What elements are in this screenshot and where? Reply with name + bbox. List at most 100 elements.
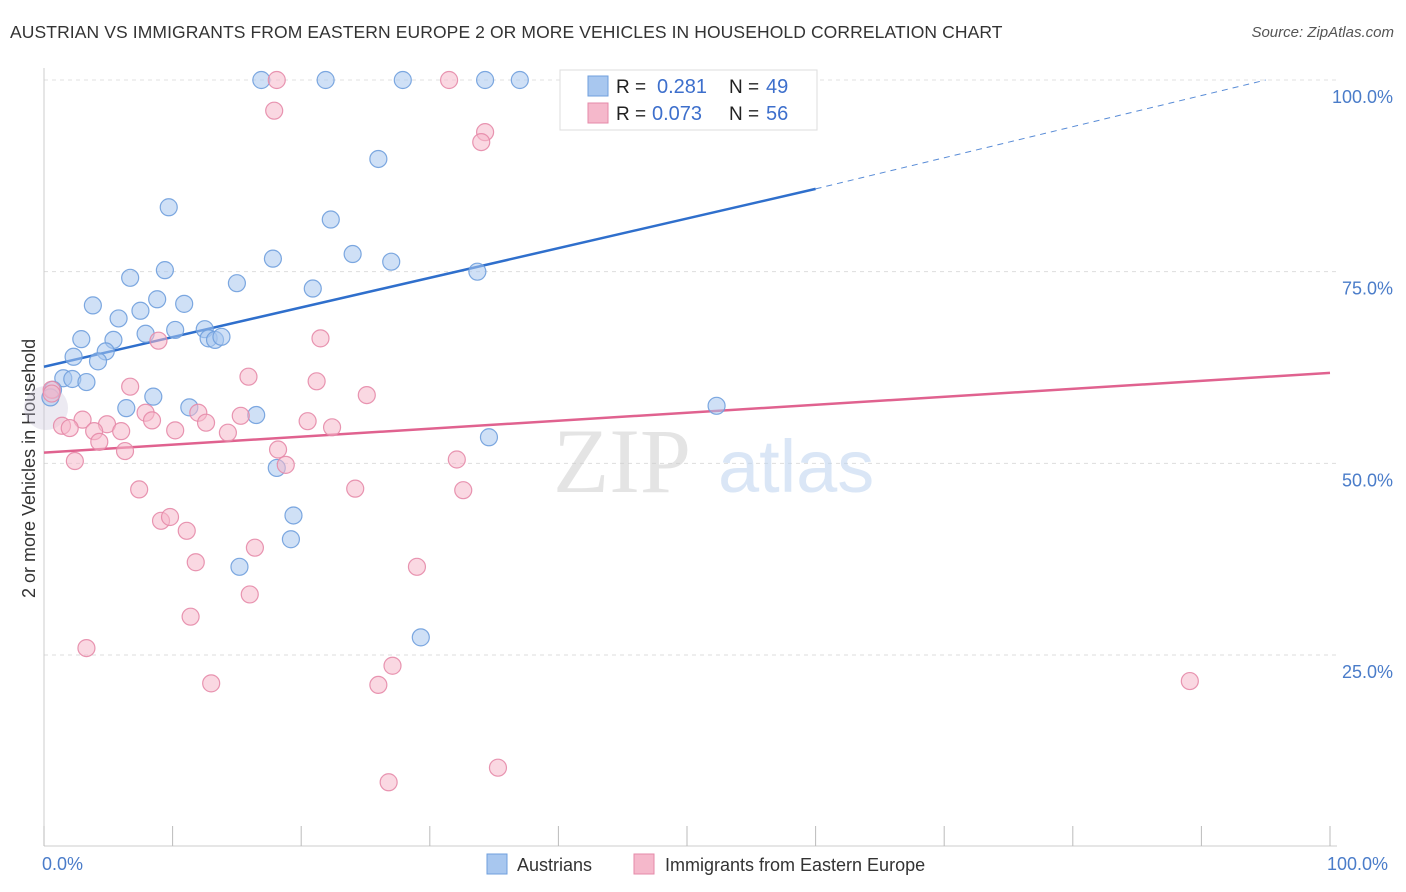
point-austrians-41 xyxy=(247,405,266,425)
series-legend-swatch-immigrants[interactable] xyxy=(633,853,655,875)
point-immigrants-29 xyxy=(90,432,109,451)
x-tick-label-min: 0.0% xyxy=(42,854,83,874)
chart-title: AUSTRIAN VS IMMIGRANTS FROM EASTERN EURO… xyxy=(10,22,1003,42)
point-austrians-31 xyxy=(64,347,83,366)
point-immigrants-52 xyxy=(379,773,398,792)
legend-n-value-immigrants: 56 xyxy=(766,103,788,125)
point-immigrants-51 xyxy=(488,758,508,777)
point-austrians-3 xyxy=(475,70,495,90)
point-immigrants-46 xyxy=(77,638,96,658)
point-immigrants-48 xyxy=(202,674,221,693)
legend-n-value-austrians: 49 xyxy=(766,76,788,98)
series-legend-label-immigrants: Immigrants from Eastern Europe xyxy=(665,855,925,875)
point-austrians-48 xyxy=(411,628,430,647)
y-axis-title: 2 or more Vehicles in Household xyxy=(19,339,39,598)
point-austrians-2 xyxy=(393,70,412,90)
point-immigrants-34 xyxy=(447,450,466,469)
point-austrians-0 xyxy=(252,70,271,90)
watermark: ZIP atlas xyxy=(553,410,874,512)
series-legend: Austrians Immigrants from Eastern Europe xyxy=(486,853,925,875)
point-austrians-14 xyxy=(121,268,140,287)
point-immigrants-7 xyxy=(149,331,168,350)
series-legend-swatch-austrians[interactable] xyxy=(486,853,508,875)
point-immigrants-5 xyxy=(472,133,491,152)
point-austrians-21 xyxy=(109,309,128,328)
point-immigrants-50 xyxy=(1180,671,1199,691)
point-immigrants-43 xyxy=(407,557,427,576)
point-austrians-15 xyxy=(227,274,246,293)
point-immigrants-41 xyxy=(245,538,265,557)
point-immigrants-12 xyxy=(357,386,376,405)
point-immigrants-18 xyxy=(142,411,162,430)
point-austrians-27 xyxy=(212,327,231,346)
point-immigrants-36 xyxy=(346,479,365,498)
point-austrians-13 xyxy=(468,262,487,281)
point-immigrants-26 xyxy=(112,422,131,441)
point-austrians-22 xyxy=(166,320,185,340)
point-austrians-47 xyxy=(230,557,249,576)
point-immigrants-20 xyxy=(298,412,317,431)
y-tick-label-100: 100.0% xyxy=(1332,87,1393,107)
point-austrians-38 xyxy=(144,387,163,406)
y-tick-label-75: 75.0% xyxy=(1342,279,1393,299)
point-immigrants-6 xyxy=(311,329,330,348)
legend-n-label-austrians: N = xyxy=(729,77,759,98)
point-immigrants-24 xyxy=(322,418,342,437)
watermark-atlas: atlas xyxy=(718,425,874,508)
point-austrians-19 xyxy=(175,294,194,313)
legend-r-value-austrians: 0.281 xyxy=(657,76,707,98)
point-immigrants-0 xyxy=(267,70,286,90)
point-immigrants-30 xyxy=(115,441,135,461)
trend-line-1 xyxy=(43,371,1331,454)
legend-swatch-immigrants xyxy=(587,102,609,124)
point-immigrants-1 xyxy=(439,70,459,90)
correlation-legend: R = 0.281 N = 49 R = 0.073 N = 56 xyxy=(559,69,818,131)
point-austrians-8 xyxy=(321,210,340,229)
y-tick-label-50: 50.0% xyxy=(1342,470,1393,490)
trend-lines xyxy=(43,79,1331,454)
point-austrians-1 xyxy=(316,70,335,90)
point-immigrants-22 xyxy=(60,418,79,438)
point-austrians-35 xyxy=(77,372,96,392)
y-tick-label-25: 25.0% xyxy=(1342,662,1393,682)
point-immigrants-31 xyxy=(268,440,288,459)
point-austrians-4 xyxy=(510,70,529,90)
source-label: Source: ZipAtlas.com xyxy=(1251,24,1394,41)
point-immigrants-47 xyxy=(383,656,402,675)
point-immigrants-9 xyxy=(307,372,326,391)
point-austrians-17 xyxy=(148,290,167,309)
point-austrians-43 xyxy=(707,396,726,415)
point-immigrants-40 xyxy=(177,521,196,540)
point-immigrants-3 xyxy=(265,101,284,120)
legend-r-label-austrians: R = xyxy=(616,77,646,98)
point-austrians-10 xyxy=(263,249,283,268)
trend-line-extension-0 xyxy=(815,79,1266,190)
x-axis-ticks xyxy=(43,826,1331,846)
point-immigrants-16 xyxy=(231,406,250,425)
point-austrians-11 xyxy=(382,252,401,271)
point-austrians-28 xyxy=(72,330,91,349)
y-axis-tick-labels: 25.0% 50.0% 75.0% 100.0% xyxy=(1332,87,1393,682)
point-immigrants-28 xyxy=(218,423,237,442)
point-immigrants-19 xyxy=(196,413,216,432)
point-immigrants-35 xyxy=(130,480,149,499)
legend-r-value-immigrants: 0.073 xyxy=(652,103,702,125)
point-austrians-7 xyxy=(159,198,178,217)
point-immigrants-39 xyxy=(160,507,180,527)
point-austrians-20 xyxy=(131,301,150,320)
point-austrians-42 xyxy=(479,428,499,447)
point-austrians-32 xyxy=(88,352,108,371)
point-austrians-45 xyxy=(284,506,303,525)
point-immigrants-44 xyxy=(240,585,259,604)
point-immigrants-37 xyxy=(454,481,473,500)
point-austrians-18 xyxy=(83,296,102,315)
point-immigrants-27 xyxy=(166,421,185,440)
point-austrians-16 xyxy=(303,279,322,298)
point-austrians-12 xyxy=(155,261,174,280)
point-immigrants-42 xyxy=(186,553,205,572)
x-tick-label-max: 100.0% xyxy=(1327,854,1388,874)
watermark-zip: ZIP xyxy=(553,410,691,512)
point-immigrants-17 xyxy=(73,410,92,429)
point-immigrants-45 xyxy=(181,607,200,626)
